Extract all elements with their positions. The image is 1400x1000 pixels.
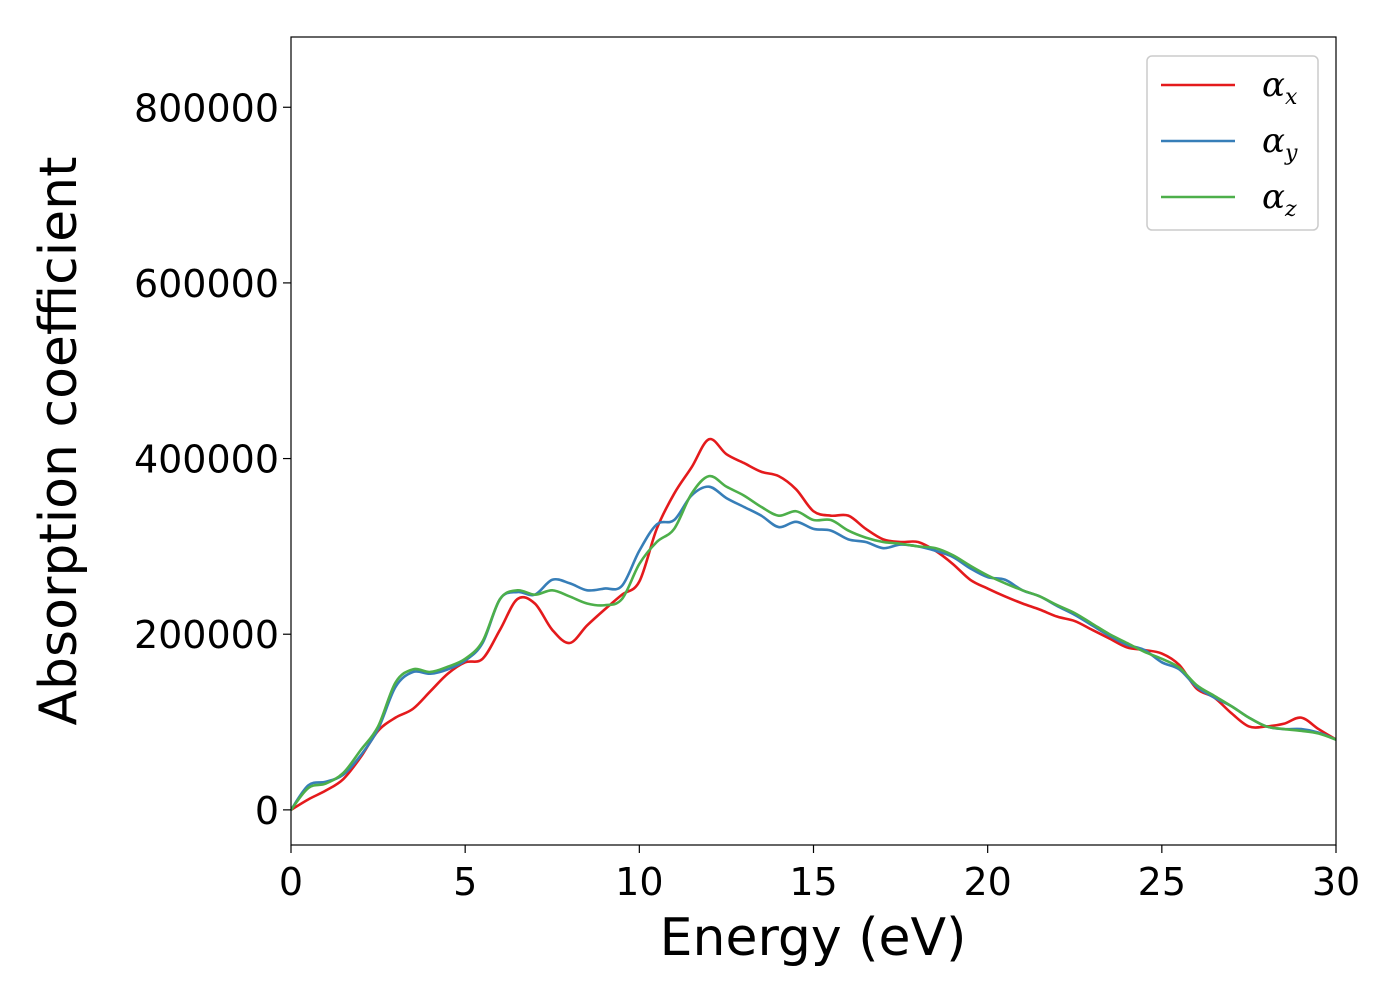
- series-line-z: [291, 474, 1336, 812]
- x-tick-label: 10: [615, 860, 663, 904]
- y-tick-label: 600000: [134, 262, 279, 306]
- x-tick-label: 5: [453, 860, 477, 904]
- x-tick-label: 20: [963, 860, 1011, 904]
- series-line-x: [291, 437, 1336, 812]
- legend: αx αy αz: [1146, 55, 1319, 231]
- series-line-y: [291, 485, 1336, 812]
- y-tick-label: 200000: [134, 613, 279, 657]
- y-tick-label: 0: [255, 789, 279, 833]
- legend-label-y: αy: [1262, 121, 1298, 166]
- x-tick-label: 30: [1312, 860, 1360, 904]
- y-tick-label: 800000: [134, 86, 279, 130]
- x-tick-label: 0: [279, 860, 303, 904]
- x-tick-label: 25: [1138, 860, 1186, 904]
- legend-label-x: αx: [1262, 65, 1298, 110]
- x-axis: 0 5 10 15 20 25 30: [279, 845, 1360, 904]
- series-layer: [291, 437, 1336, 812]
- legend-label-z: αz: [1262, 177, 1297, 222]
- x-tick-label: 15: [789, 860, 837, 904]
- legend-box: [1146, 55, 1319, 231]
- y-axis-title: Absorption coefficient: [29, 156, 89, 725]
- x-axis-title: Energy (eV): [660, 908, 967, 968]
- y-axis: 0 200000 400000 600000 800000: [134, 86, 291, 833]
- y-tick-label: 400000: [134, 438, 279, 482]
